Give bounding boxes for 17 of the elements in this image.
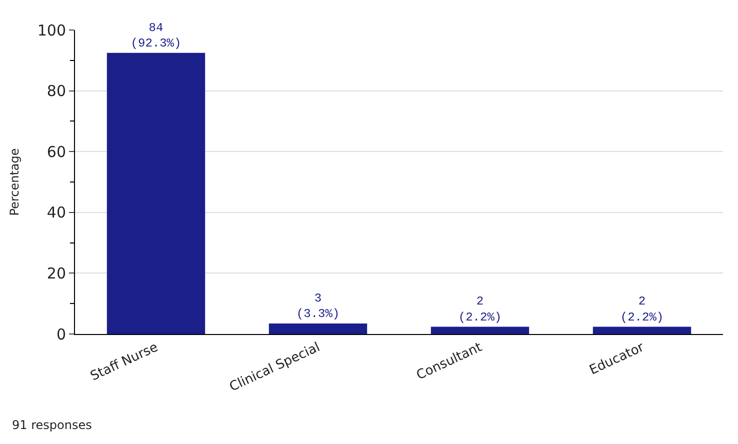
y-tick-label: 60 — [46, 142, 66, 161]
y-tick-label: 40 — [46, 204, 66, 222]
data-label: 2 (2.2%) — [458, 294, 502, 324]
bar — [268, 323, 368, 334]
bar — [430, 326, 530, 334]
data-label: 3 (3.3%) — [296, 291, 340, 321]
y-tick-label: 80 — [46, 82, 66, 100]
data-label: 84 (92.3%) — [130, 20, 182, 50]
y-tick-label: 100 — [37, 21, 66, 40]
text: 91 responses — [12, 418, 92, 432]
y-axis-title: Percentage — [8, 148, 22, 216]
data-label: 2 (2.2%) — [620, 294, 664, 324]
y-tick-label: 20 — [46, 264, 66, 282]
y-tick-label: 0 — [56, 325, 66, 344]
bar — [592, 326, 692, 334]
x-tick-label: Staff Nurse — [88, 340, 160, 384]
bar — [106, 52, 206, 334]
